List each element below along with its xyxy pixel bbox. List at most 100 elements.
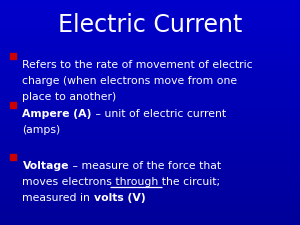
Bar — [0, 37, 300, 38]
Bar — [0, 51, 300, 52]
Bar — [0, 48, 300, 50]
Bar — [0, 12, 300, 14]
Bar — [0, 187, 300, 188]
Bar — [0, 73, 300, 74]
Bar — [0, 208, 300, 209]
Bar — [0, 215, 300, 216]
Bar — [0, 198, 300, 199]
Bar — [0, 62, 300, 63]
Bar — [0, 196, 300, 197]
Bar — [0, 160, 300, 161]
Bar — [0, 209, 300, 210]
Bar — [0, 182, 300, 183]
Bar — [0, 192, 300, 194]
Text: (amps): (amps) — [22, 125, 61, 135]
Bar — [0, 109, 300, 110]
Bar — [0, 29, 300, 30]
Bar — [0, 34, 300, 35]
Bar — [0, 168, 300, 169]
Bar — [0, 60, 300, 61]
Bar — [0, 25, 300, 26]
Bar — [0, 135, 300, 136]
Bar — [0, 75, 300, 76]
Bar — [0, 188, 300, 189]
Bar — [0, 166, 300, 168]
Bar — [0, 201, 300, 202]
Bar — [0, 35, 300, 36]
Bar — [0, 96, 300, 97]
Bar — [0, 184, 300, 186]
Bar — [0, 217, 300, 218]
Bar — [0, 11, 300, 12]
Bar — [0, 147, 300, 148]
Bar — [0, 125, 300, 126]
Bar — [0, 220, 300, 222]
Bar — [0, 17, 300, 18]
Bar — [0, 98, 300, 99]
Bar — [0, 178, 300, 179]
Bar — [0, 71, 300, 72]
Bar — [0, 218, 300, 219]
Bar — [0, 102, 300, 104]
Bar — [0, 124, 300, 125]
Bar — [0, 112, 300, 114]
Bar — [0, 128, 300, 129]
Text: place to another): place to another) — [22, 92, 117, 102]
Text: moves electrons through the circuit;: moves electrons through the circuit; — [22, 177, 220, 187]
Bar — [0, 123, 300, 124]
Bar — [0, 223, 300, 224]
Bar — [0, 68, 300, 69]
Text: – measure of the force that: – measure of the force that — [69, 161, 221, 171]
Bar — [0, 179, 300, 180]
Bar — [0, 126, 300, 127]
Bar — [0, 116, 300, 117]
Bar — [0, 105, 300, 106]
Bar — [10, 154, 16, 160]
Bar — [0, 171, 300, 172]
Bar — [0, 39, 300, 40]
Bar — [0, 70, 300, 71]
Bar — [0, 224, 300, 225]
Bar — [0, 142, 300, 143]
Bar — [0, 108, 300, 109]
Bar — [0, 44, 300, 45]
Bar — [0, 43, 300, 44]
Bar — [0, 10, 300, 11]
Bar — [0, 45, 300, 46]
Bar — [0, 53, 300, 54]
Bar — [0, 87, 300, 88]
Bar — [0, 65, 300, 66]
Bar — [0, 205, 300, 206]
Bar — [0, 156, 300, 158]
Bar — [10, 53, 16, 59]
Bar — [0, 146, 300, 147]
Bar — [0, 38, 300, 39]
Bar — [0, 133, 300, 134]
Bar — [0, 19, 300, 20]
Bar — [0, 170, 300, 171]
Text: volts (V): volts (V) — [94, 193, 146, 203]
Bar — [0, 153, 300, 154]
Bar — [0, 212, 300, 213]
Bar — [0, 148, 300, 150]
Bar — [10, 102, 16, 108]
Bar — [0, 52, 300, 53]
Bar — [0, 57, 300, 58]
Bar — [0, 214, 300, 215]
Bar — [0, 2, 300, 3]
Bar — [0, 129, 300, 130]
Bar — [0, 33, 300, 34]
Bar — [0, 90, 300, 91]
Bar — [0, 47, 300, 48]
Bar — [0, 180, 300, 181]
Bar — [0, 74, 300, 75]
Bar — [0, 138, 300, 140]
Bar — [0, 183, 300, 184]
Bar — [0, 72, 300, 73]
Bar — [0, 30, 300, 32]
Bar — [0, 26, 300, 27]
Bar — [0, 119, 300, 120]
Bar — [0, 154, 300, 155]
Bar — [0, 158, 300, 159]
Bar — [0, 14, 300, 15]
